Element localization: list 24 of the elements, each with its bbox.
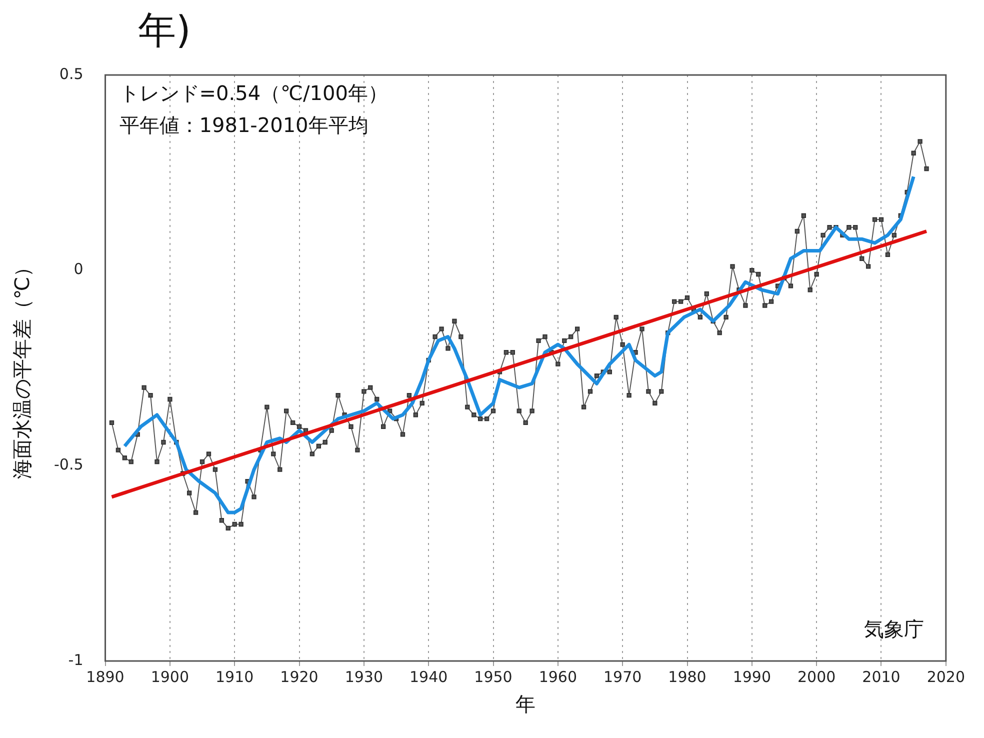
x-tick-label: 1950 <box>474 668 512 686</box>
x-axis-title: 年 <box>516 692 536 716</box>
x-tick-label: 2000 <box>797 668 836 686</box>
x-tick-label: 1900 <box>150 668 190 686</box>
annotation: 平年値：1981-2010年平均 <box>119 113 368 138</box>
x-tick-label: 1980 <box>668 668 706 686</box>
x-tick-label: 1960 <box>538 668 578 686</box>
y-tick-label: -1 <box>68 650 84 669</box>
x-tick-label: 2020 <box>926 668 966 686</box>
x-tick-label: 1890 <box>86 668 124 686</box>
y-tick-label: 0 <box>74 260 84 278</box>
x-tick-label: 1990 <box>732 668 772 686</box>
chart-title: 年) <box>137 8 192 52</box>
y-tick-label: 0.5 <box>59 64 84 83</box>
x-tick-label: 2010 <box>862 668 900 686</box>
annotation: 気象庁 <box>864 617 924 642</box>
x-tick-label: 1940 <box>410 668 448 686</box>
x-tick-label: 1970 <box>603 668 642 686</box>
x-tick-label: 1920 <box>280 668 318 686</box>
y-tick-label: -0.5 <box>54 456 84 474</box>
x-tick-label: 1930 <box>344 668 384 686</box>
annotation: トレンド=0.54（℃/100年） <box>119 81 388 106</box>
x-tick-label: 1910 <box>216 668 254 686</box>
y-axis-title: 海面水温の平年差（℃） <box>10 256 34 480</box>
